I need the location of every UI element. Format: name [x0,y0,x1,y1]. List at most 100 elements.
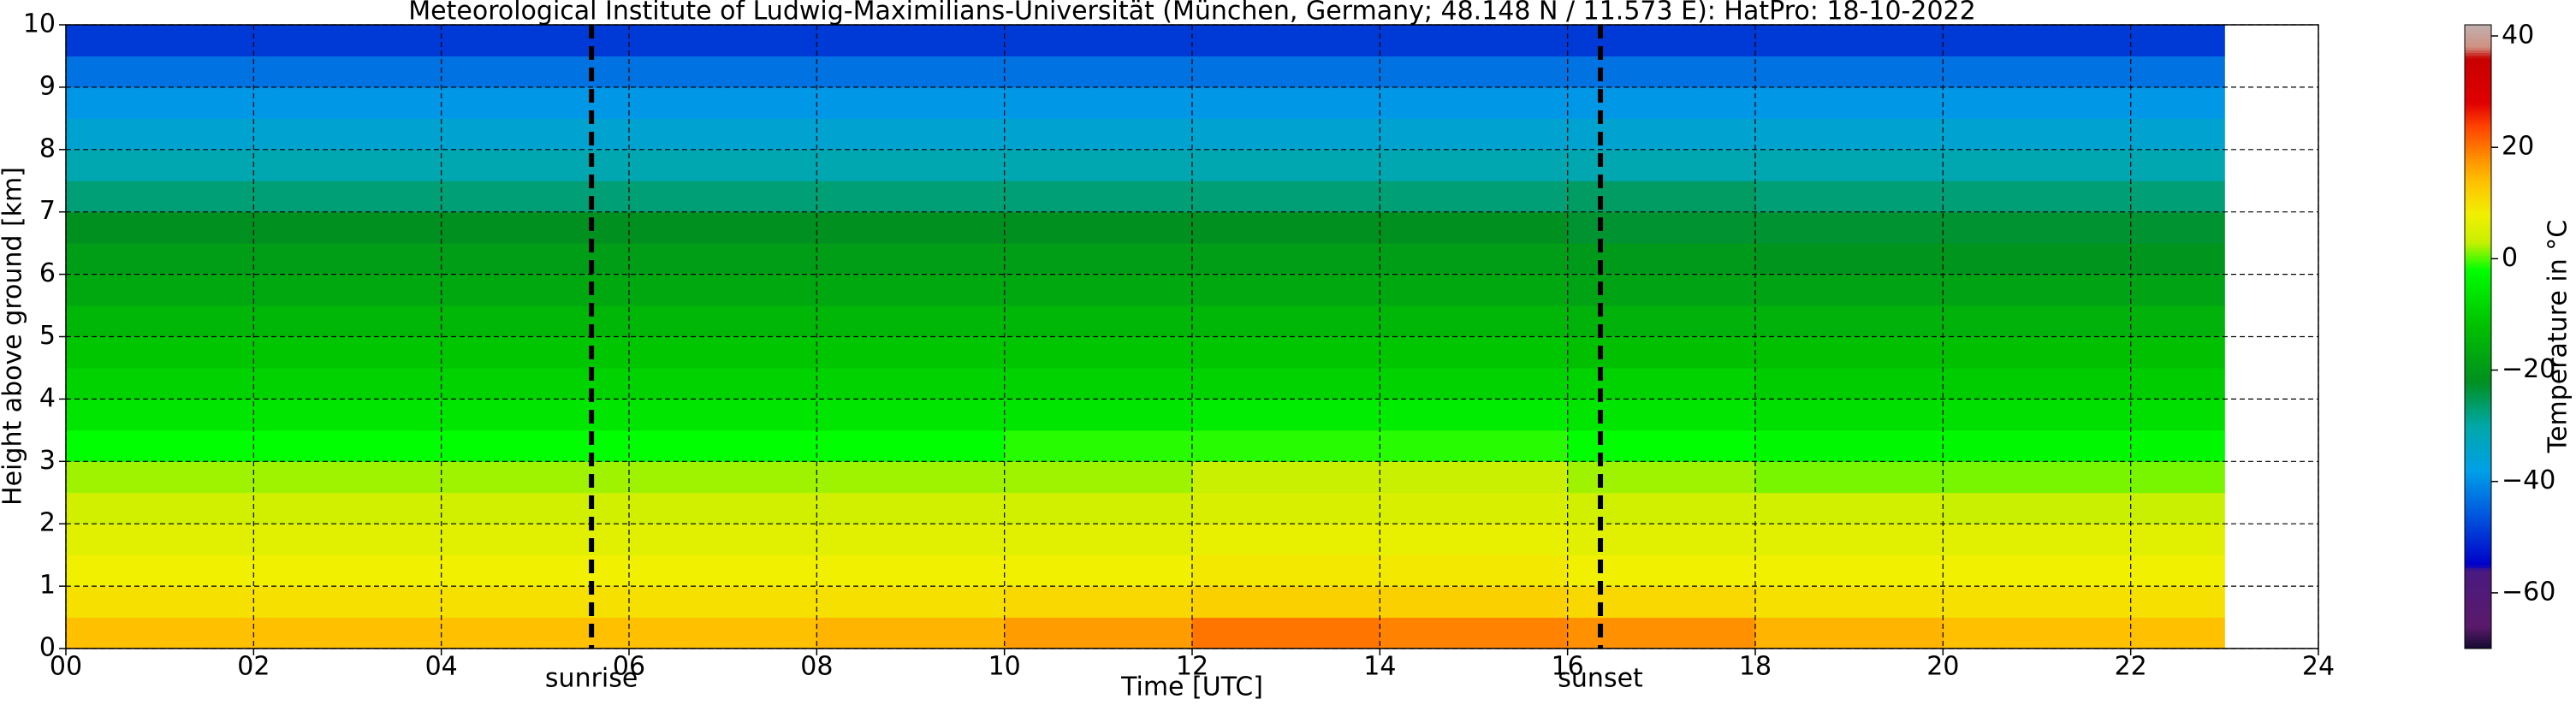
colorbar-strip [2465,625,2491,630]
heat-cell [441,492,630,524]
heat-cell [816,617,1006,649]
heat-cell [816,243,1006,275]
colorbar-strip [2465,177,2491,181]
colorbar-strip [2465,63,2491,68]
colorbar-strip [2465,52,2491,56]
colorbar-strip [2465,41,2491,45]
colorbar-strip [2465,409,2491,412]
colorbar-strip [2465,412,2491,416]
colorbar-strip [2465,358,2491,363]
heat-cell [66,554,254,587]
heat-cell [1380,149,1569,181]
heat-cell [1004,56,1193,88]
colorbar-strip [2465,631,2491,636]
colorbar-strip [2465,589,2491,594]
colorbar-strip [2465,50,2491,54]
heat-cell [2130,586,2225,619]
colorbar-strip [2465,197,2491,201]
colorbar-strip [2465,489,2491,494]
colorbar-strip [2465,476,2491,479]
colorbar-strip [2465,367,2491,371]
x-tick-label: 16 [1552,652,1584,682]
heat-cell [2130,118,2225,151]
heat-cell [1380,243,1569,275]
colorbar-strip [2465,141,2491,145]
colorbar-strip [2465,172,2491,176]
heat-cell [2130,149,2225,181]
colorbar-strip [2465,414,2491,418]
colorbar-frame [2464,24,2492,649]
heat-cell [2130,56,2225,88]
heat-cell [1004,367,1193,400]
heat-cell [1004,305,1193,337]
heat-cell [1192,367,1380,400]
heat-cell [1004,430,1193,462]
heat-cell [1567,461,1756,494]
heat-cell [66,586,254,619]
colorbar-strip [2465,36,2491,39]
heat-cell [629,25,817,56]
heat-cell [66,211,254,244]
heat-cell [816,554,1006,587]
heat-cell [1380,274,1569,306]
colorbar-strip [2465,214,2491,218]
colorbar-strip [2465,434,2491,438]
colorbar-strip [2465,27,2491,32]
heat-cell [441,586,630,619]
colorbar-strip [2465,548,2491,552]
heat-cell [1567,243,1756,275]
colorbar-strip [2465,598,2491,602]
x-tick-label: 24 [2302,652,2335,682]
colorbar-strip [2465,439,2491,443]
heat-cell [441,336,630,369]
heat-cell [629,86,817,119]
colorbar-strip [2465,634,2491,638]
x-tick-label: 08 [800,652,833,682]
heat-cell [2130,181,2225,213]
heat-cell [441,274,630,306]
colorbar-strip [2465,578,2491,583]
heat-cell [629,586,817,619]
colorbar-strip [2465,127,2491,132]
y-axis-label: Height above ground [km] [0,167,28,506]
colorbar-strip [2465,456,2491,460]
colorbar-strip [2465,278,2491,281]
heat-cell [253,367,442,400]
heat-cell [1380,430,1569,462]
heat-cell [441,86,630,119]
heat-cell [441,25,630,56]
heat-cell [816,211,1006,244]
heat-cell [2130,274,2225,306]
colorbar-strip [2465,222,2491,226]
colorbar-strip [2465,376,2491,379]
heat-cell [1755,586,1944,619]
colorbar-strip [2465,245,2491,248]
heat-cell [1192,492,1380,524]
heat-cell [1943,56,2132,88]
colorbar-strip [2465,88,2491,92]
heat-cell [253,181,442,213]
heat-cell [816,524,1006,556]
colorbar-strip [2465,121,2491,126]
colorbar-strip [2465,483,2491,488]
colorbar-strip [2465,239,2491,243]
colorbar-strip [2465,406,2491,410]
heat-cell [1567,617,1756,649]
colorbar-strip [2465,116,2491,121]
colorbar-strip [2465,536,2491,541]
heat-cell [1004,554,1193,587]
heat-cell [1567,554,1756,587]
x-tick-label: 20 [1926,652,1959,682]
heat-cell [1380,25,1569,56]
heat-cell [66,86,254,119]
x-tick-label: 22 [2115,652,2147,682]
colorbar-tick-label: 20 [2502,132,2534,162]
colorbar-strip [2465,394,2491,399]
colorbar-strip [2465,80,2491,84]
heat-cell [816,86,1006,119]
colorbar-strip [2465,161,2491,165]
heat-cell [253,399,442,431]
heat-cell [441,211,630,244]
heat-cell [1943,367,2132,400]
heat-cell [2130,492,2225,524]
